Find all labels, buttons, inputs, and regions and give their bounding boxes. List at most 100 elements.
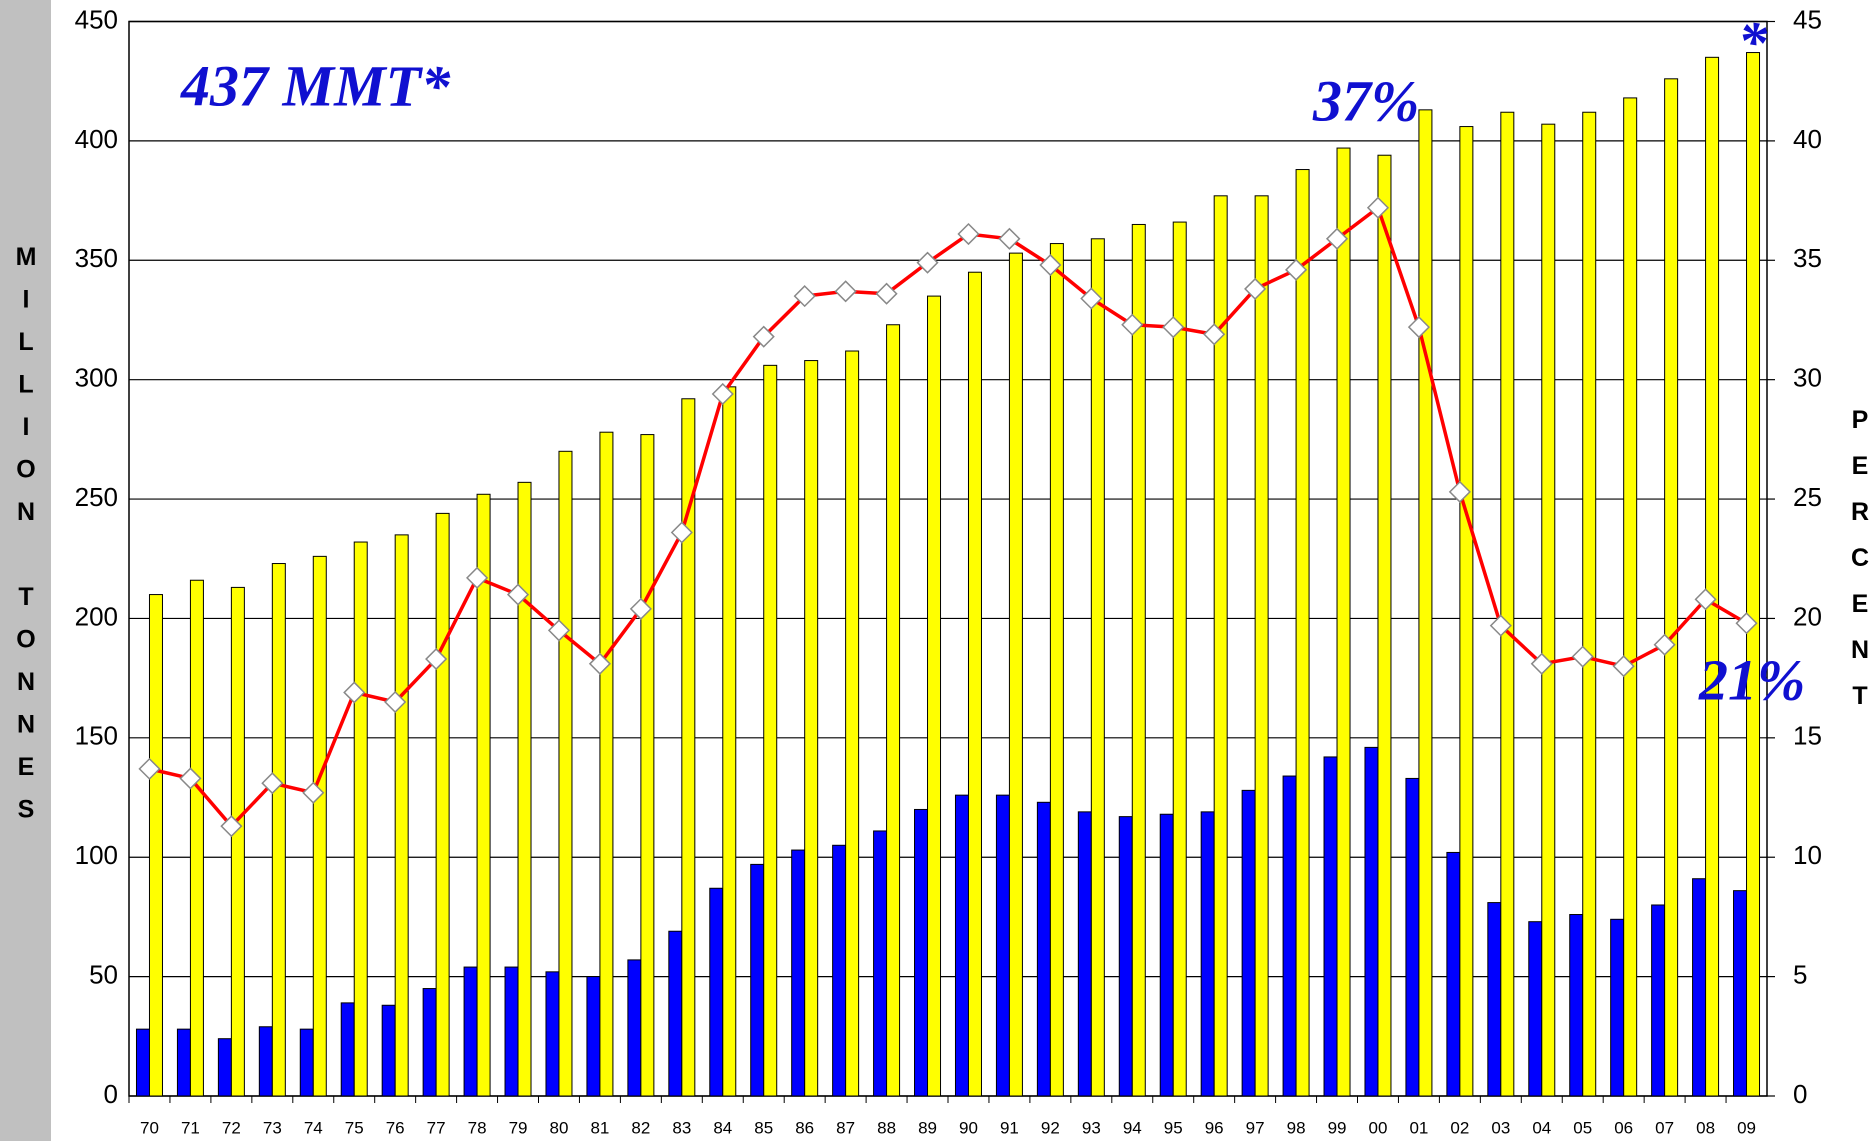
bar (1569, 914, 1584, 1097)
y-tick-label: 450 (75, 4, 118, 34)
bar (135, 1028, 150, 1097)
bar (1705, 56, 1720, 1097)
line-marker (1244, 277, 1267, 300)
bar (1323, 756, 1338, 1097)
y2-tick-label: 10 (1793, 840, 1822, 870)
y-tick-label: 150 (75, 721, 118, 751)
bar (1213, 195, 1228, 1097)
bar (1418, 109, 1433, 1097)
x-tick-label: 73 (263, 1118, 282, 1137)
bar (1090, 238, 1105, 1097)
x-tick-label: 02 (1450, 1118, 1469, 1137)
plot-area (128, 20, 1768, 1097)
line (149, 204, 1748, 829)
x-tick-label: 72 (222, 1118, 241, 1137)
bar (763, 364, 778, 1097)
y2-tick-label: 20 (1793, 601, 1822, 631)
bar (1377, 154, 1392, 1097)
bar (1582, 111, 1597, 1097)
line-marker (384, 690, 407, 714)
annotation: 37% (1312, 68, 1419, 133)
bar (1692, 878, 1707, 1097)
bar (1159, 813, 1174, 1097)
y-tick-label: 200 (75, 601, 118, 631)
annotation: 437 MMT* (180, 53, 451, 118)
bar (1459, 126, 1474, 1097)
bar (914, 808, 929, 1097)
bar (640, 434, 655, 1097)
bar (681, 398, 696, 1097)
bar (1172, 221, 1187, 1097)
bar (1282, 775, 1297, 1097)
line-marker (670, 521, 693, 544)
bar (627, 959, 642, 1097)
line-marker (957, 222, 980, 246)
x-tick-label: 71 (181, 1118, 200, 1137)
bar (1036, 801, 1051, 1097)
bar (1336, 147, 1351, 1097)
bar (1664, 78, 1679, 1097)
line-marker (1325, 227, 1349, 250)
bar (545, 971, 560, 1097)
y2-tick-label: 25 (1793, 482, 1822, 512)
bar (1077, 811, 1092, 1097)
x-tick-label: 90 (959, 1118, 978, 1137)
bar (1241, 789, 1256, 1097)
bar (353, 541, 368, 1097)
bar (340, 1002, 355, 1097)
line-marker (752, 325, 775, 348)
line-marker (588, 652, 611, 675)
x-tick-label: 97 (1246, 1118, 1265, 1137)
bar (176, 1028, 191, 1097)
line-marker (1530, 652, 1553, 675)
y-tick-label: 100 (75, 840, 118, 870)
bar (1131, 223, 1146, 1097)
side-strip (0, 0, 51, 1141)
x-tick-label: 96 (1205, 1118, 1224, 1137)
bar (312, 555, 327, 1097)
line-marker (1080, 287, 1103, 310)
bar (271, 563, 286, 1097)
line-marker (1407, 316, 1430, 339)
bar (873, 830, 888, 1097)
line-marker (1571, 645, 1594, 668)
x-tick-label: 86 (795, 1118, 814, 1137)
line-marker (179, 767, 202, 790)
bar (1200, 811, 1215, 1097)
x-tick-label: 92 (1041, 1118, 1060, 1137)
bar (381, 1004, 396, 1097)
bar (791, 849, 806, 1097)
bar (558, 450, 573, 1097)
bar (189, 579, 204, 1097)
bar (517, 481, 532, 1097)
bar (845, 350, 860, 1097)
x-tick-label: 85 (754, 1118, 773, 1137)
line-marker (302, 781, 325, 804)
bar (435, 512, 450, 1097)
x-tick-label: 09 (1737, 1118, 1756, 1137)
bar (1295, 169, 1310, 1097)
line-marker (834, 280, 857, 303)
bar (1254, 195, 1269, 1097)
x-tick-label: 95 (1164, 1118, 1183, 1137)
bar (750, 863, 765, 1097)
x-tick-label: 74 (304, 1118, 323, 1137)
bar (586, 976, 601, 1097)
x-tick-label: 87 (836, 1118, 855, 1137)
line-marker (875, 282, 898, 305)
bar (1623, 97, 1638, 1097)
x-tick-label: 77 (427, 1118, 446, 1137)
y-tick-label: 250 (75, 482, 118, 512)
bar (995, 794, 1010, 1097)
line-marker (506, 583, 530, 606)
y-tick-label: 400 (75, 124, 118, 154)
x-tick-label: 89 (918, 1118, 937, 1137)
x-tick-label: 84 (713, 1118, 732, 1137)
bar (722, 386, 737, 1097)
y2-tick-label: 45 (1793, 4, 1822, 34)
line-marker (220, 815, 243, 838)
line-marker (343, 681, 366, 704)
x-tick-label: 75 (345, 1118, 364, 1137)
